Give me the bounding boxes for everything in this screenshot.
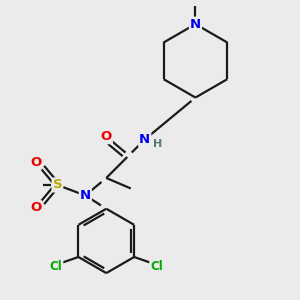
Text: O: O bbox=[30, 201, 41, 214]
Text: N: N bbox=[139, 133, 150, 146]
Text: S: S bbox=[52, 178, 62, 191]
Text: H: H bbox=[153, 139, 162, 149]
Text: N: N bbox=[190, 18, 201, 31]
Text: Cl: Cl bbox=[50, 260, 62, 273]
Text: O: O bbox=[101, 130, 112, 143]
Text: N: N bbox=[80, 189, 91, 202]
Text: O: O bbox=[30, 156, 41, 169]
Text: Cl: Cl bbox=[150, 260, 163, 273]
